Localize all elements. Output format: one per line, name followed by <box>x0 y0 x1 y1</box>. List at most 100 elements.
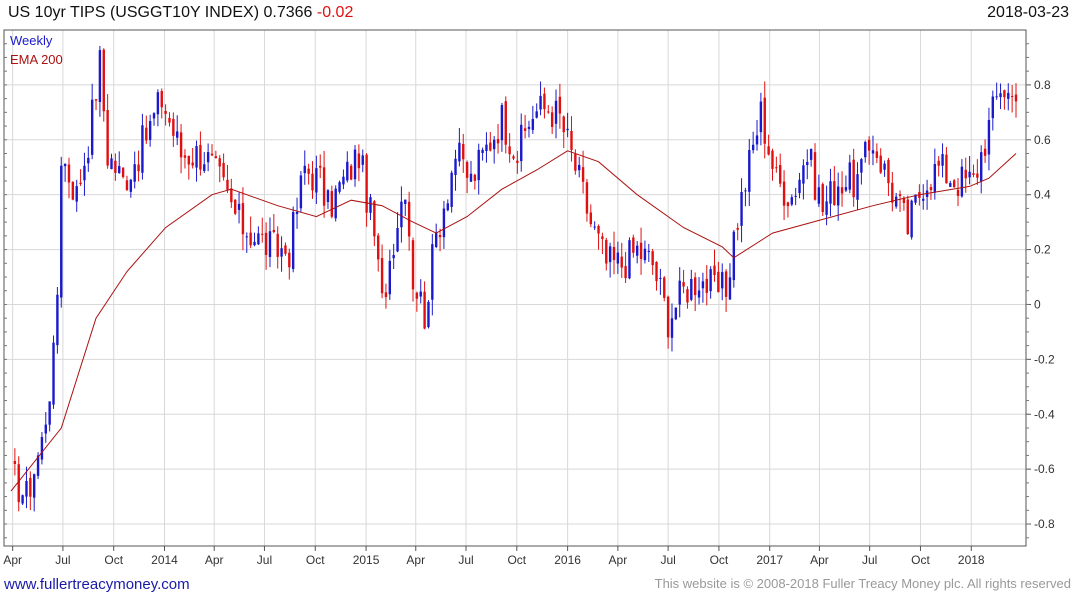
candle <box>705 265 708 306</box>
candle <box>307 163 310 185</box>
candle <box>357 144 361 182</box>
candle <box>40 432 44 465</box>
candle <box>983 139 987 163</box>
candle <box>365 153 368 227</box>
candle <box>172 112 175 147</box>
candle <box>531 105 535 134</box>
candle <box>87 146 90 172</box>
grid <box>4 30 1026 546</box>
candle <box>748 139 751 206</box>
candle <box>941 143 944 178</box>
candle <box>218 155 221 183</box>
candle <box>83 152 86 196</box>
y-tick-label: 0 <box>1034 297 1041 311</box>
candle <box>736 223 739 241</box>
candle <box>879 148 882 174</box>
candle <box>187 155 191 180</box>
candle <box>891 171 894 212</box>
candle <box>210 144 214 157</box>
candle <box>898 190 902 212</box>
candle <box>690 269 693 302</box>
candle <box>326 189 330 209</box>
candle <box>431 233 434 316</box>
candle <box>670 303 674 352</box>
x-tick-label: 2014 <box>151 553 178 567</box>
candle <box>906 195 909 236</box>
candle <box>566 112 569 138</box>
candle <box>233 199 237 216</box>
candle <box>995 82 998 100</box>
x-tick-label: Apr <box>3 553 22 567</box>
candle <box>342 169 345 190</box>
candle <box>392 243 395 270</box>
candle <box>840 171 844 207</box>
candle <box>44 412 47 443</box>
candle <box>717 261 720 293</box>
x-tick-label: Oct <box>104 553 123 567</box>
candle <box>721 263 724 301</box>
candle <box>442 200 446 249</box>
candle <box>427 300 430 329</box>
candle <box>550 106 554 134</box>
candle <box>887 157 890 197</box>
legend-weekly: Weekly <box>10 33 53 48</box>
candle <box>141 113 144 180</box>
candle <box>539 81 542 116</box>
candle <box>523 114 527 139</box>
candle <box>628 237 631 280</box>
candle <box>473 173 477 190</box>
candle <box>118 151 121 174</box>
candle <box>110 153 113 170</box>
candle <box>496 123 500 154</box>
chart-date: 2018-03-23 <box>987 4 1069 21</box>
candle <box>191 147 194 169</box>
candle <box>1014 83 1018 118</box>
candle <box>929 183 933 200</box>
candle <box>272 214 276 234</box>
candle <box>585 179 589 222</box>
candle <box>949 180 952 187</box>
candle <box>844 175 848 193</box>
candle <box>612 231 616 275</box>
candle <box>485 132 488 163</box>
candle <box>632 234 635 258</box>
candle <box>179 124 183 174</box>
candle <box>388 249 392 300</box>
candle <box>152 112 156 126</box>
candle <box>415 291 419 312</box>
candle <box>713 249 716 282</box>
candle <box>94 98 98 111</box>
candle <box>933 148 937 200</box>
candle <box>643 240 647 264</box>
candle <box>504 96 507 154</box>
candle <box>446 199 449 212</box>
candle <box>562 115 565 149</box>
candle <box>56 286 59 354</box>
candle <box>678 267 681 318</box>
candle <box>813 143 817 201</box>
candle <box>206 143 210 172</box>
plot-frame <box>3 29 1027 547</box>
candle <box>987 107 991 171</box>
candle <box>330 185 334 219</box>
candle <box>875 143 879 164</box>
candle <box>581 150 585 194</box>
candle <box>894 192 898 209</box>
website-link[interactable]: www.fullertreacymoney.com <box>4 576 190 593</box>
candle <box>639 227 643 275</box>
candle <box>578 156 581 178</box>
candle <box>972 164 975 178</box>
candle <box>346 151 349 183</box>
candle <box>701 272 705 303</box>
candle <box>411 237 415 302</box>
candle <box>373 199 376 247</box>
last-value: 0.7366 <box>263 4 313 21</box>
candle <box>836 172 840 221</box>
candle <box>732 230 736 288</box>
candle <box>253 232 256 247</box>
candle <box>647 243 650 263</box>
candle <box>624 251 627 284</box>
candle <box>751 131 755 154</box>
candle <box>32 473 36 512</box>
